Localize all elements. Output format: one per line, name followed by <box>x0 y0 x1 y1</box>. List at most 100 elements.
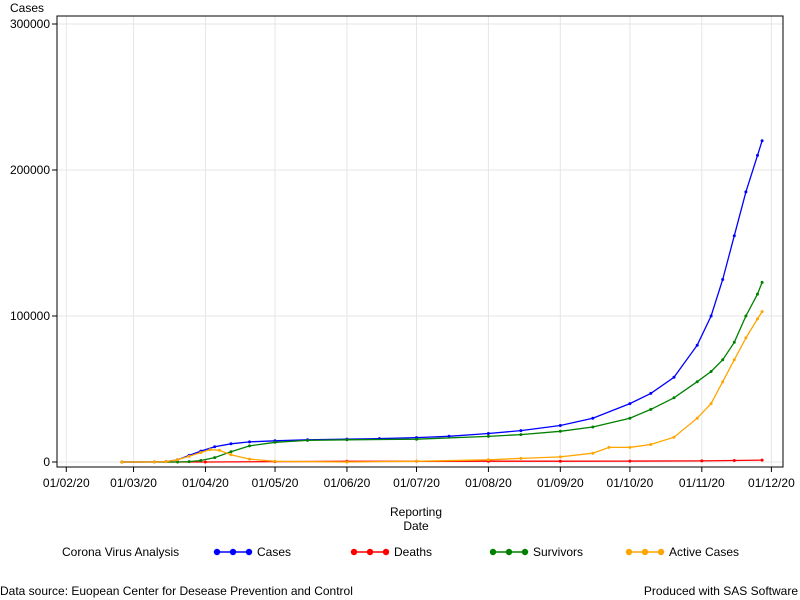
data-point-deaths <box>558 459 562 463</box>
data-point-active-cases <box>732 358 736 362</box>
data-point-cases <box>558 424 562 427</box>
data-point-active-cases <box>152 460 156 464</box>
x-tick-label: 01/07/20 <box>393 476 440 490</box>
y-tick-label: 100000 <box>10 309 50 323</box>
software-credit: Produced with SAS Software <box>643 584 798 598</box>
data-point-deaths <box>732 459 736 462</box>
data-point-survivors <box>695 380 699 384</box>
data-point-survivors <box>591 425 595 429</box>
data-point-survivors <box>213 456 217 460</box>
legend-marker-deaths <box>350 548 358 556</box>
x-tick-label: 01/11/20 <box>679 476 725 490</box>
data-point-deaths <box>760 458 764 462</box>
data-point-cases <box>709 314 713 318</box>
legend: Cases Deaths Survivors Active Cases <box>213 545 739 559</box>
y-tick-label: 200000 <box>10 163 50 177</box>
data-point-active-cases <box>628 445 632 449</box>
legend-label-cases: Cases <box>257 545 291 559</box>
data-point-cases <box>591 416 595 420</box>
data-point-survivors <box>756 292 759 296</box>
legend-label-deaths: Deaths <box>394 545 432 559</box>
data-point-deaths <box>700 459 704 463</box>
data-point-active-cases <box>208 448 212 452</box>
data-point-active-cases <box>744 336 748 340</box>
x-axis-title-line2: Date <box>403 519 429 533</box>
data-point-survivors <box>187 460 191 464</box>
y-axis-title: Cases <box>10 1 44 15</box>
x-tick-label: 01/09/20 <box>537 476 584 490</box>
data-point-survivors <box>628 416 632 420</box>
data-point-active-cases <box>672 435 676 439</box>
legend-label-active-cases: Active Cases <box>669 545 739 559</box>
data-point-active-cases <box>229 453 233 457</box>
y-tick-label: 300000 <box>10 17 50 31</box>
x-tick-label: 01/04/20 <box>182 476 229 490</box>
data-point-active-cases <box>345 460 349 464</box>
data-point-active-cases <box>120 460 124 464</box>
series-line-active-cases <box>121 311 763 463</box>
series-line-cases <box>121 140 763 463</box>
data-point-cases <box>248 440 251 444</box>
data-point-active-cases <box>558 455 562 459</box>
legend-label-survivors: Survivors <box>533 545 583 559</box>
legend-item-active-cases: Active Cases <box>625 545 739 559</box>
data-point-active-cases <box>164 460 168 464</box>
data-point-cases <box>760 139 764 143</box>
x-tick-label: 01/03/20 <box>110 476 157 490</box>
axes: 0 100000 200000 300000 01/02/20 01/03/20 01/04… <box>10 17 795 490</box>
plot-frame <box>56 15 784 468</box>
data-point-active-cases <box>709 402 713 406</box>
data-point-active-cases <box>176 458 180 462</box>
data-point-survivors <box>558 429 562 433</box>
data-point-survivors <box>672 396 676 400</box>
data-point-active-cases <box>695 416 699 420</box>
data-point-survivors <box>519 433 523 437</box>
data-point-cases <box>721 278 725 281</box>
x-tick-label: 01/12/20 <box>748 476 795 490</box>
data-point-active-cases <box>248 457 251 461</box>
legend-item-survivors: Survivors <box>489 545 583 559</box>
data-point-cases <box>649 391 653 395</box>
data-point-survivors <box>649 407 653 411</box>
data-point-survivors <box>176 460 180 464</box>
legend-marker-deaths <box>382 548 390 556</box>
data-point-cases <box>732 234 736 238</box>
data-point-survivors <box>345 438 349 442</box>
data-point-active-cases <box>486 458 490 462</box>
gridlines <box>57 16 783 467</box>
data-point-survivors <box>248 444 251 448</box>
data-point-survivors <box>744 314 748 318</box>
x-tick-label: 01/06/20 <box>324 476 371 490</box>
x-tick-label: 01/08/20 <box>465 476 512 490</box>
x-tick-label: 01/02/20 <box>43 476 90 490</box>
data-point-active-cases <box>519 456 523 460</box>
data-point-survivors <box>273 440 277 444</box>
data-point-active-cases <box>721 380 725 384</box>
data-point-cases <box>756 153 759 157</box>
data-point-cases <box>628 402 632 406</box>
legend-marker-active-cases <box>625 548 633 556</box>
data-point-active-cases <box>649 443 653 446</box>
legend-item-deaths: Deaths <box>350 545 432 559</box>
data-point-active-cases <box>199 451 203 454</box>
data-point-deaths <box>203 460 207 464</box>
legend-marker-active-cases <box>657 548 665 556</box>
legend-title: Corona Virus Analysis <box>62 545 179 559</box>
legend-marker-survivors <box>521 548 529 556</box>
data-point-active-cases <box>756 317 759 321</box>
data-point-survivors <box>199 459 203 462</box>
data-point-active-cases <box>591 451 595 455</box>
series-lines <box>120 139 764 464</box>
legend-marker-active-cases <box>641 548 649 556</box>
data-point-survivors <box>732 340 736 344</box>
data-point-cases <box>486 432 490 435</box>
x-tick-label: 01/10/20 <box>607 476 654 490</box>
x-tick-label: 01/05/20 <box>252 476 299 490</box>
data-point-cases <box>229 442 233 446</box>
legend-item-cases: Cases <box>213 545 291 559</box>
data-point-survivors <box>709 370 713 373</box>
y-tick-label: 0 <box>43 455 50 469</box>
data-source-note: Data source: Euopean Center for Desease … <box>0 584 353 598</box>
data-point-survivors <box>486 434 490 438</box>
